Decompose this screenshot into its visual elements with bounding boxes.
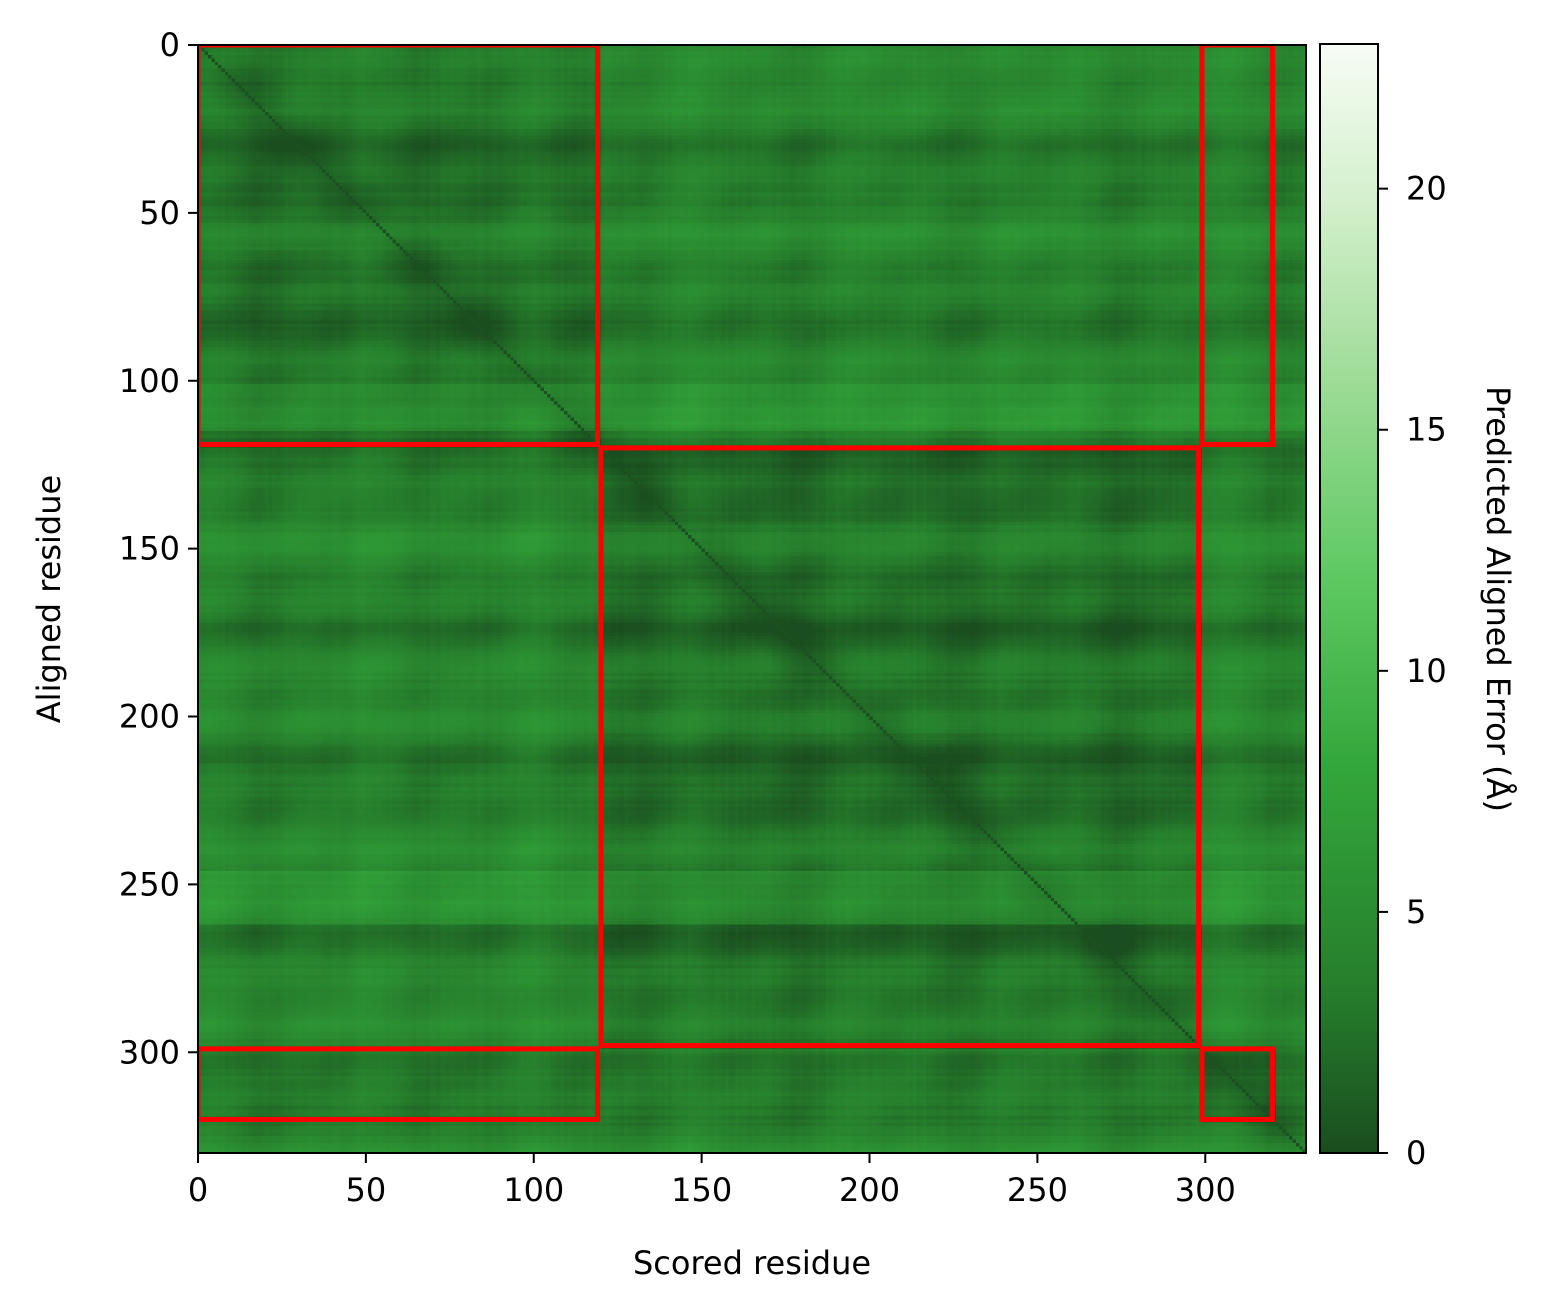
domain-box-0: [198, 45, 601, 448]
colorbar-tick-label: 15: [1406, 411, 1447, 449]
x-axis: 0 50 100 150 200 250 300: [188, 1153, 1236, 1209]
y-tick-label: 150: [119, 530, 180, 568]
domain-box-3: [198, 1046, 601, 1122]
colorbar-frame: [1319, 43, 1379, 1154]
domain-boxes: [198, 45, 1275, 1122]
x-tick-label: 100: [503, 1171, 564, 1209]
x-axis-label: Scored residue: [633, 1244, 871, 1282]
y-axis: 0 50 100 150 200 250 300: [119, 26, 198, 1071]
y-axis-label: Aligned residue: [30, 475, 68, 723]
y-tick-label: 200: [119, 698, 180, 736]
colorbar: [1320, 44, 1378, 1153]
colorbar-axis: 0 5 10 15 20: [1378, 170, 1447, 1172]
plot-frame: [197, 44, 1307, 1154]
pae-heatmap: [198, 45, 1306, 1153]
colorbar-tick-label: 5: [1406, 893, 1426, 931]
x-tick-label: 200: [839, 1171, 900, 1209]
x-tick-label: 150: [671, 1171, 732, 1209]
y-tick-label: 50: [139, 194, 180, 232]
x-tick-label: 250: [1007, 1171, 1068, 1209]
x-tick-label: 0: [188, 1171, 208, 1209]
domain-box-4: [1199, 1046, 1275, 1122]
y-tick-label: 100: [119, 362, 180, 400]
domain-box-1: [598, 445, 1202, 1049]
y-tick-label: 0: [160, 26, 180, 64]
colorbar-tick-label: 0: [1406, 1134, 1426, 1172]
domain-box-2: [1199, 45, 1275, 448]
colorbar-tick-label: 20: [1406, 170, 1447, 208]
colorbar-label: Predicted Aligned Error (Å): [1479, 386, 1517, 812]
colorbar-tick-label: 10: [1406, 652, 1447, 690]
x-tick-label: 50: [346, 1171, 387, 1209]
y-tick-label: 300: [119, 1033, 180, 1071]
y-tick-label: 250: [119, 865, 180, 903]
x-tick-label: 300: [1175, 1171, 1236, 1209]
